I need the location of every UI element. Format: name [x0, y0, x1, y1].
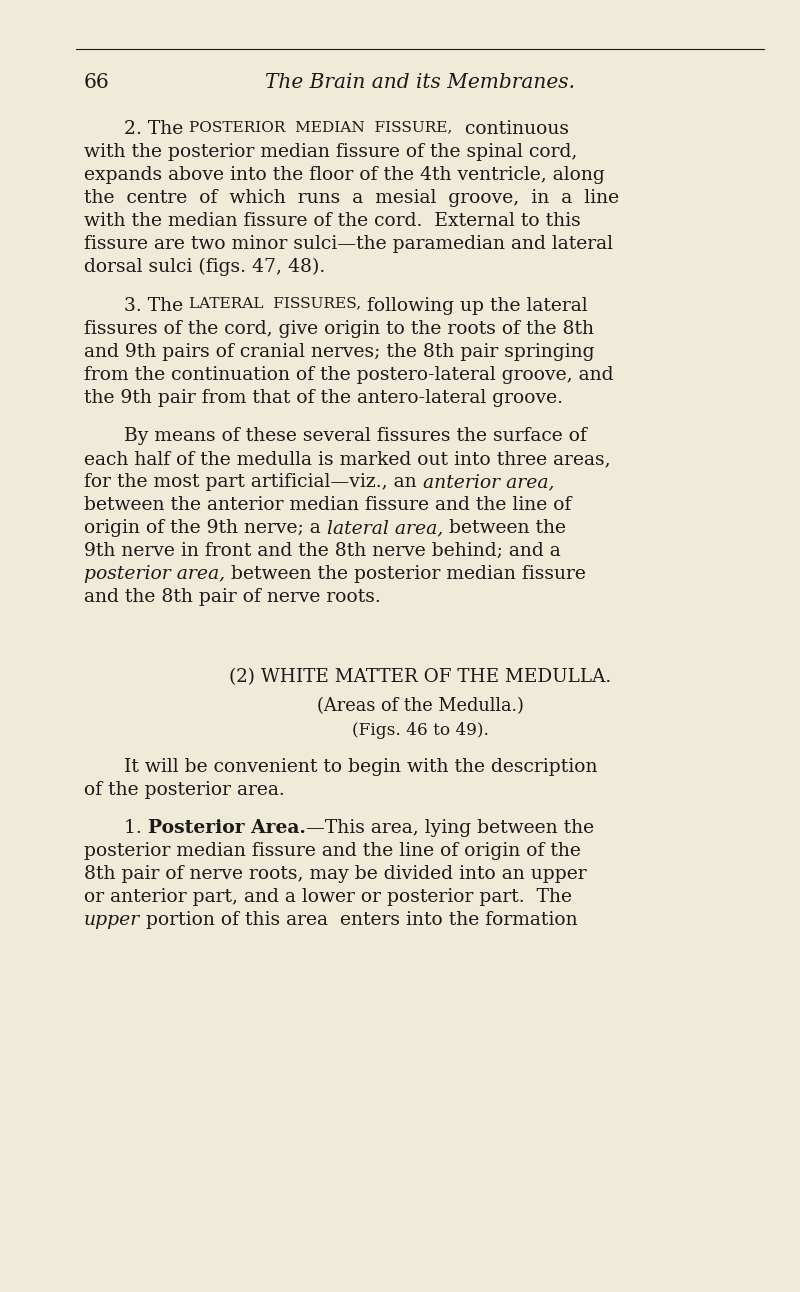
- Text: lateral area,: lateral area,: [326, 519, 443, 537]
- Text: expands above into the floor of the 4th ventricle, along: expands above into the floor of the 4th …: [84, 167, 605, 185]
- Text: following up the lateral: following up the lateral: [362, 297, 588, 315]
- Text: dorsal sulci (figs. 47, 48).: dorsal sulci (figs. 47, 48).: [84, 258, 326, 276]
- Text: between the anterior median fissure and the line of: between the anterior median fissure and …: [84, 496, 571, 514]
- Text: 9th nerve in front and the 8th nerve behind; and a: 9th nerve in front and the 8th nerve beh…: [84, 543, 561, 561]
- Text: —This area, lying between the: —This area, lying between the: [306, 819, 594, 837]
- Text: anterior area,: anterior area,: [422, 473, 554, 491]
- Text: fissures of the cord, give origin to the roots of the 8th: fissures of the cord, give origin to the…: [84, 319, 594, 337]
- Text: 1.: 1.: [124, 819, 148, 837]
- Text: 2. The: 2. The: [124, 120, 190, 138]
- Text: posterior area,: posterior area,: [84, 565, 225, 583]
- Text: the 9th pair from that of the antero-lateral groove.: the 9th pair from that of the antero-lat…: [84, 389, 563, 407]
- Text: the  centre  of  which  runs  a  mesial  groove,  in  a  line: the centre of which runs a mesial groove…: [84, 189, 619, 207]
- Text: LATERAL  FISSURES,: LATERAL FISSURES,: [189, 297, 362, 310]
- Text: or anterior part, and a lower or posterior part.  The: or anterior part, and a lower or posteri…: [84, 888, 572, 906]
- Text: (2) WHITE MATTER OF THE MEDULLA.: (2) WHITE MATTER OF THE MEDULLA.: [229, 668, 611, 686]
- Text: with the posterior median fissure of the spinal cord,: with the posterior median fissure of the…: [84, 143, 578, 162]
- Text: origin of the 9th nerve; a: origin of the 9th nerve; a: [84, 519, 326, 537]
- Text: By means of these several fissures the surface of: By means of these several fissures the s…: [124, 428, 587, 446]
- Text: 8th pair of nerve roots, may be divided into an upper: 8th pair of nerve roots, may be divided …: [84, 866, 586, 884]
- Text: portion of this area  enters into the formation: portion of this area enters into the for…: [140, 911, 578, 929]
- Text: between the: between the: [443, 519, 566, 537]
- Text: between the posterior median fissure: between the posterior median fissure: [225, 565, 586, 583]
- Text: The Brain and its Membranes.: The Brain and its Membranes.: [265, 72, 575, 92]
- Text: from the continuation of the postero-lateral groove, and: from the continuation of the postero-lat…: [84, 366, 614, 384]
- Text: posterior median fissure and the line of origin of the: posterior median fissure and the line of…: [84, 842, 581, 860]
- Text: (Areas of the Medulla.): (Areas of the Medulla.): [317, 696, 523, 714]
- Text: continuous: continuous: [453, 120, 569, 138]
- Text: Posterior Area.: Posterior Area.: [148, 819, 306, 837]
- Text: POSTERIOR  MEDIAN  FISSURE,: POSTERIOR MEDIAN FISSURE,: [190, 120, 453, 134]
- Text: for the most part artificial—viz., an: for the most part artificial—viz., an: [84, 473, 422, 491]
- Text: and 9th pairs of cranial nerves; the 8th pair springing: and 9th pairs of cranial nerves; the 8th…: [84, 342, 594, 360]
- Text: with the median fissure of the cord.  External to this: with the median fissure of the cord. Ext…: [84, 212, 581, 230]
- Text: of the posterior area.: of the posterior area.: [84, 780, 285, 798]
- Text: 3. The: 3. The: [124, 297, 189, 315]
- Text: upper: upper: [84, 911, 140, 929]
- Text: and the 8th pair of nerve roots.: and the 8th pair of nerve roots.: [84, 588, 381, 606]
- Text: 66: 66: [84, 72, 110, 92]
- Text: It will be convenient to begin with the description: It will be convenient to begin with the …: [124, 757, 598, 775]
- Text: fissure are two minor sulci—the paramedian and lateral: fissure are two minor sulci—the paramedi…: [84, 235, 613, 253]
- Text: each half of the medulla is marked out into three areas,: each half of the medulla is marked out i…: [84, 450, 610, 468]
- Text: (Figs. 46 to 49).: (Figs. 46 to 49).: [351, 722, 489, 739]
